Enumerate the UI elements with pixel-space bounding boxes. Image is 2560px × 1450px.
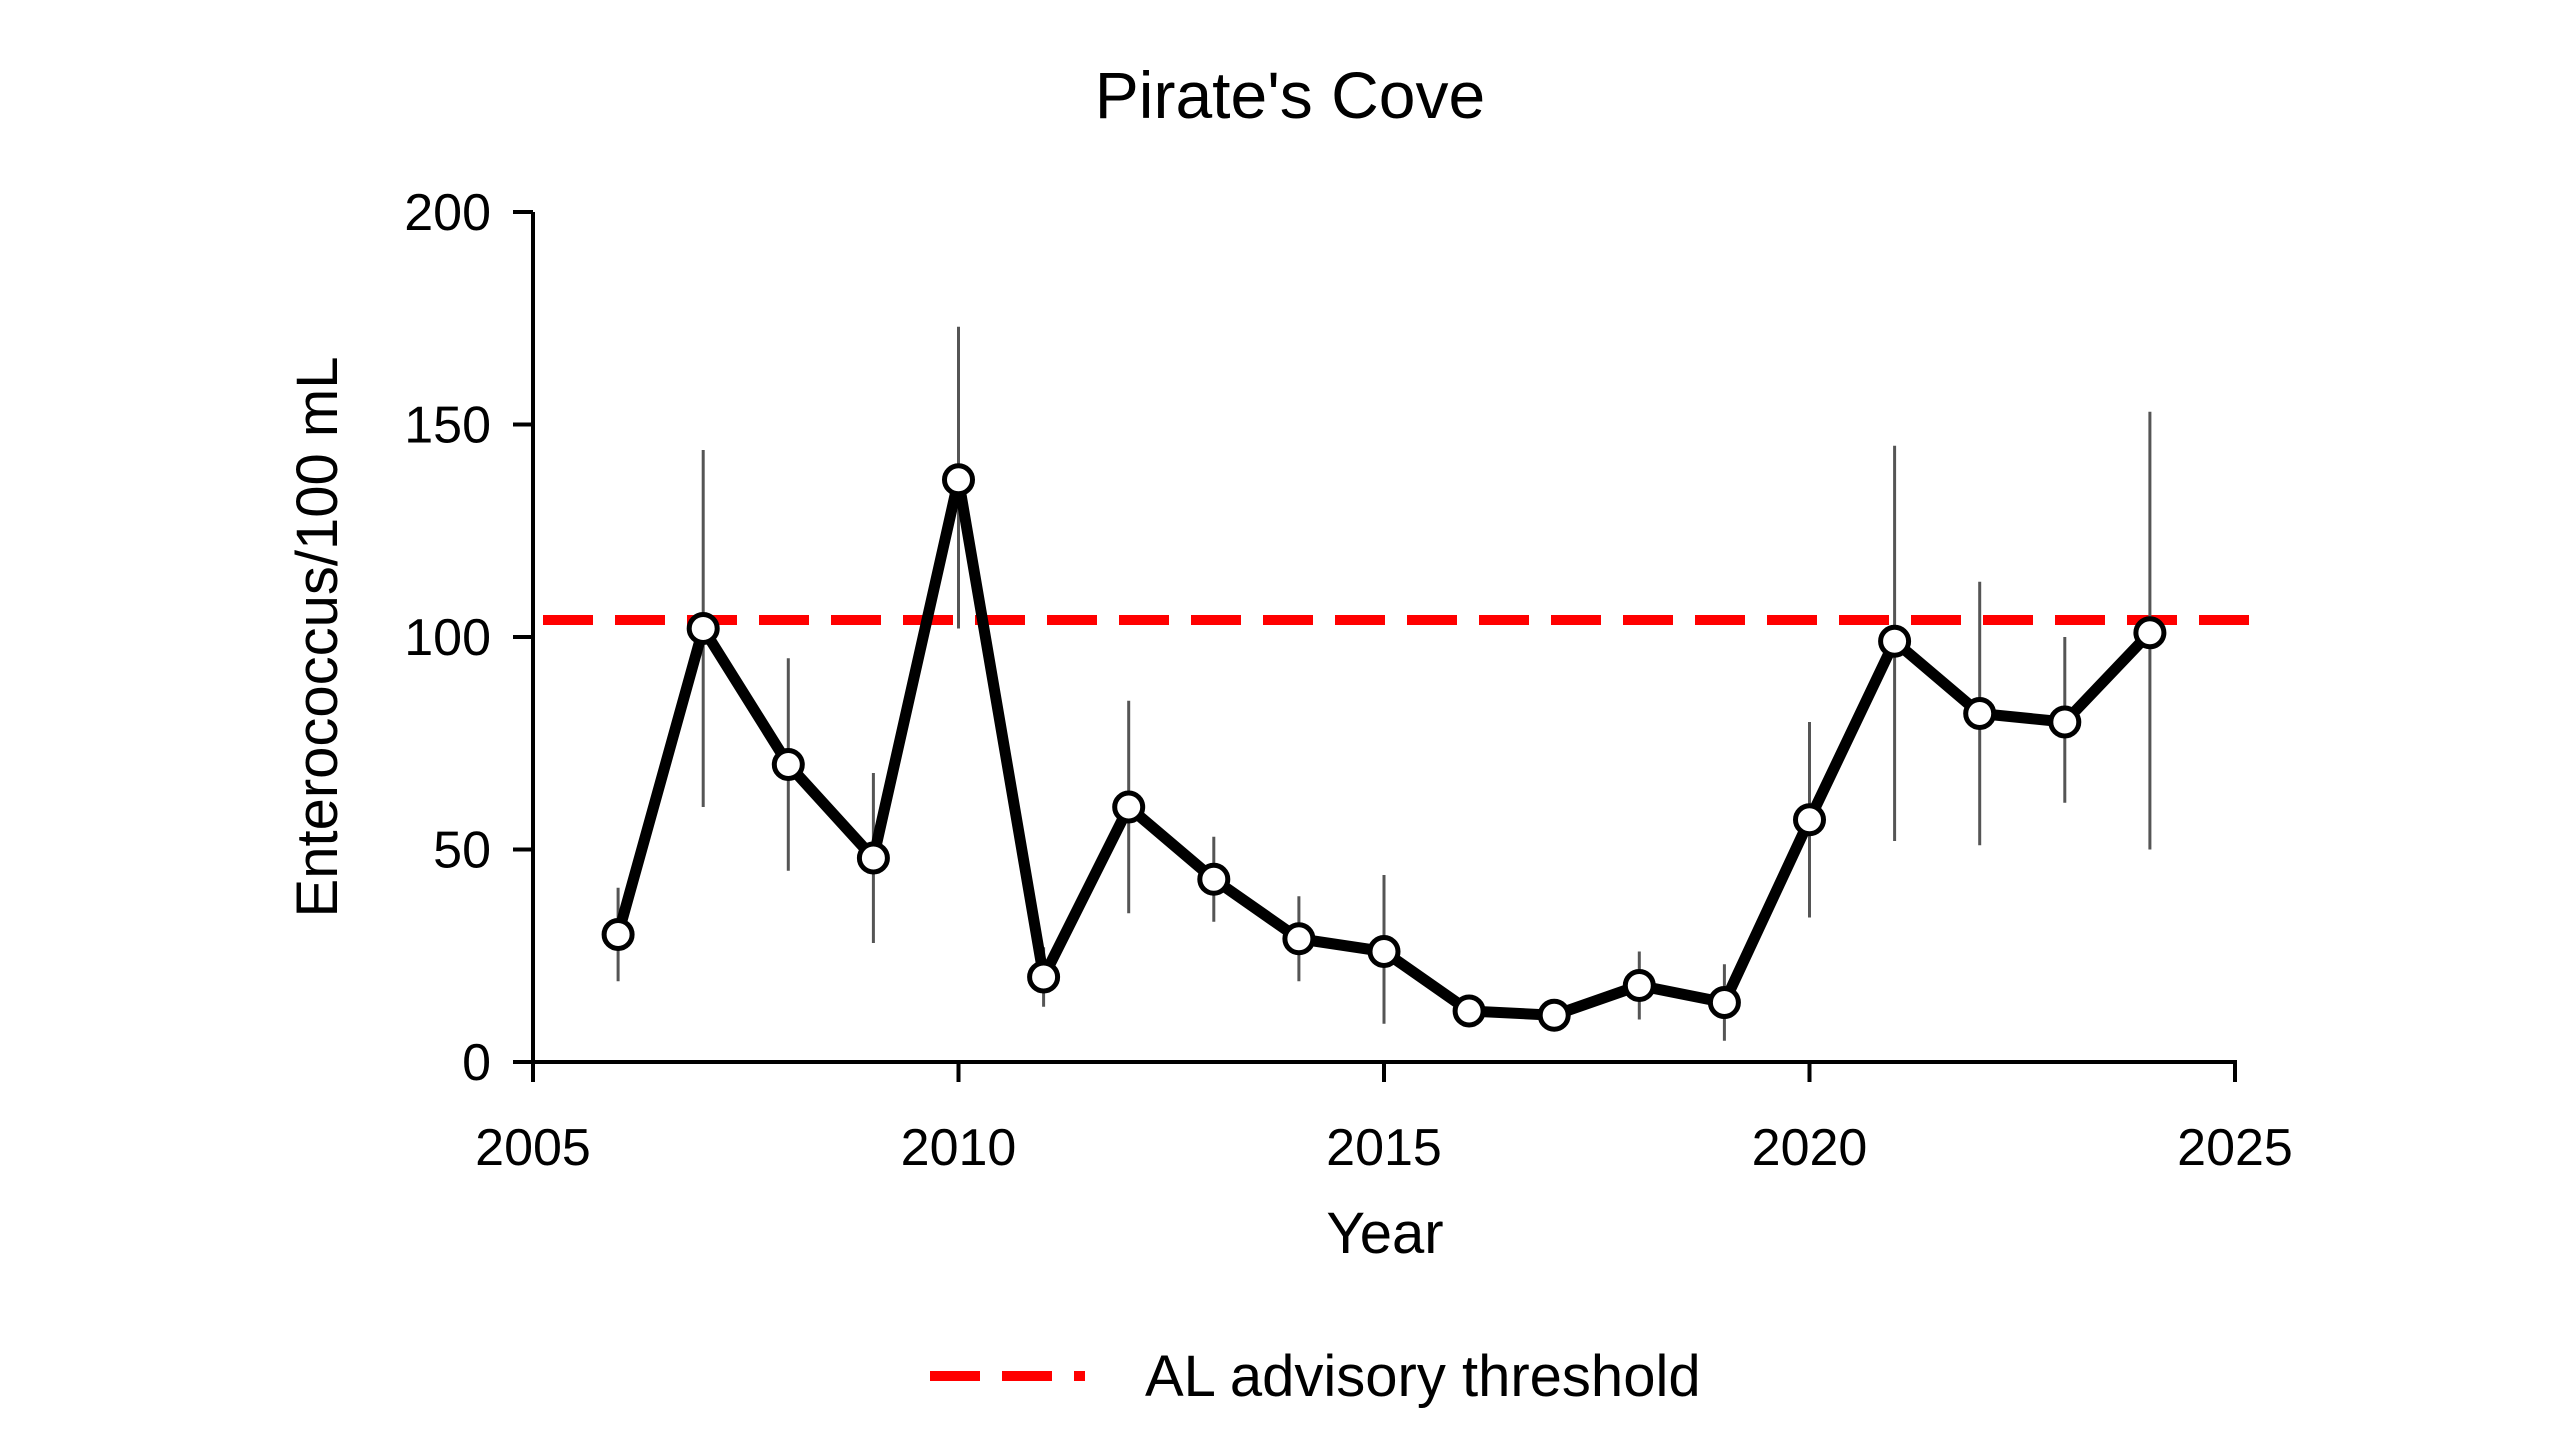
- legend: AL advisory threshold: [930, 1344, 1701, 1409]
- data-point: [2048, 705, 2082, 739]
- data-point: [1622, 969, 1656, 1002]
- data-point: [856, 841, 890, 875]
- x-tick-label: 2020: [1752, 1119, 1868, 1177]
- data-point: [1367, 935, 1401, 968]
- series-markers: [601, 463, 2167, 1032]
- data-point: [1027, 960, 1061, 994]
- data-point: [1537, 998, 1571, 1032]
- x-tick-label: 2005: [475, 1119, 591, 1177]
- error-bars: [616, 326, 2152, 1041]
- y-tick-label: 0: [462, 1034, 491, 1092]
- data-point: [1963, 697, 1997, 730]
- x-tick-label: 2015: [1326, 1119, 1442, 1177]
- data-point: [1197, 862, 1231, 896]
- chart-title: Pirate's Cove: [1095, 58, 1485, 132]
- data-point: [1793, 803, 1826, 837]
- y-axis-label: Enterococcus/100 mL: [285, 357, 350, 918]
- y-ticks: 0 50 100 150 200: [404, 184, 533, 1092]
- data-point: [1282, 922, 1316, 956]
- data-point: [2133, 616, 2167, 650]
- data-point: [1878, 624, 1912, 658]
- y-tick-label: 200: [404, 184, 491, 242]
- data-point: [1707, 986, 1741, 1019]
- y-tick-label: 150: [404, 397, 491, 455]
- data-point: [1452, 994, 1486, 1028]
- x-axis-label: Year: [1326, 1201, 1443, 1266]
- x-tick-label: 2025: [2177, 1119, 2293, 1177]
- data-point: [771, 748, 805, 781]
- x-ticks: 2005 2010 2015 2020 2025: [475, 1062, 2293, 1177]
- data-point: [942, 463, 975, 497]
- legend-threshold-label: AL advisory threshold: [1145, 1344, 1701, 1409]
- y-tick-label: 100: [404, 609, 491, 667]
- data-point: [686, 612, 720, 645]
- x-tick-label: 2010: [901, 1119, 1017, 1177]
- data-point: [601, 918, 635, 951]
- data-point: [1112, 790, 1146, 824]
- y-tick-label: 50: [433, 822, 491, 880]
